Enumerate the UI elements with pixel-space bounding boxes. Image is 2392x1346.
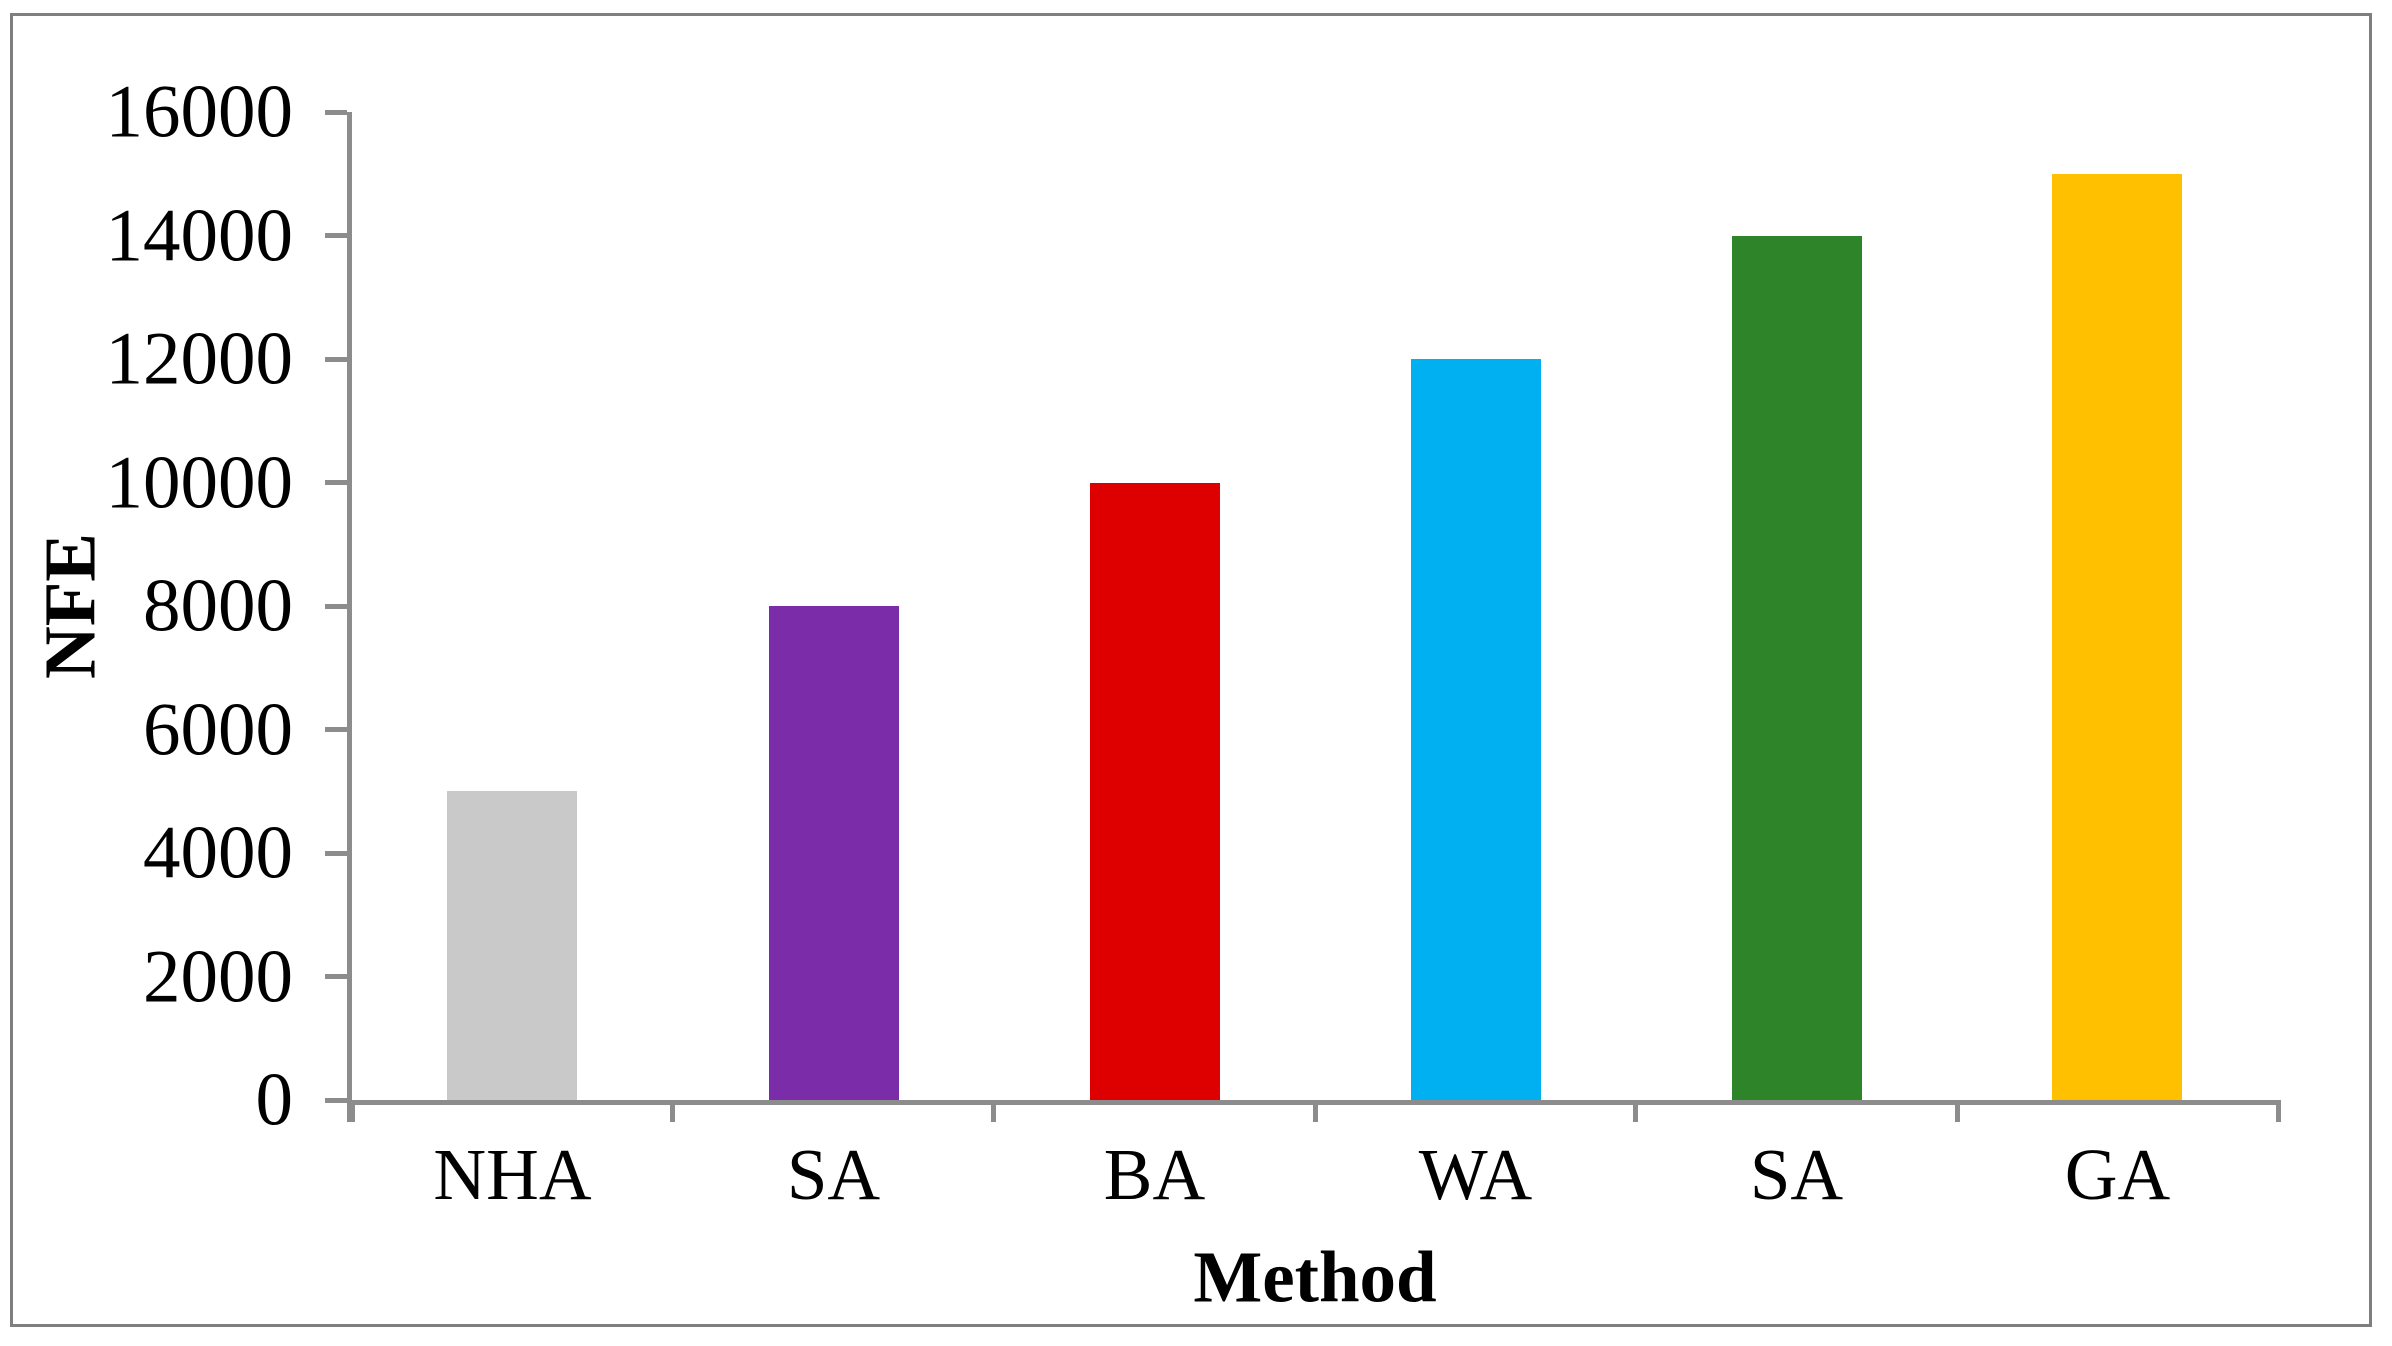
y-tick-label: 12000 [105,317,294,401]
y-tick-mark [325,727,347,732]
y-tick-mark [325,233,347,238]
y-tick-label: 8000 [143,564,293,648]
y-tick-label: 4000 [143,811,293,895]
x-tick-mark [1312,1100,1318,1122]
bar-wa [1410,359,1541,1100]
x-category-label: GA [2064,1134,2171,1215]
x-axis-title: Method [1193,1236,1437,1318]
y-axis-title: NFE [29,533,111,679]
x-tick-mark [991,1100,997,1122]
y-tick-mark [325,603,347,609]
y-tick-label: 10000 [105,441,294,524]
bar-ga [2052,173,2183,1100]
y-tick-mark [325,1097,347,1103]
x-tick-mark [670,1100,676,1122]
x-category-label: BA [1103,1134,1206,1215]
y-tick-label: 0 [255,1058,294,1142]
x-tick-mark [349,1100,355,1122]
x-category-label: SA [1749,1134,1844,1215]
bar-sa [1731,235,1862,1100]
y-tick-mark [325,109,347,115]
y-tick-label: 16000 [105,70,294,154]
x-category-label: WA [1418,1134,1533,1215]
bar-sa [768,606,899,1100]
y-tick-label: 6000 [143,688,293,771]
y-tick-label: 2000 [143,935,293,1018]
x-category-label: NHA [433,1134,592,1215]
bar-ba [1089,482,1220,1100]
x-tick-mark [1954,1100,1960,1122]
bar-nha [447,791,578,1100]
x-tick-mark [1633,1100,1639,1122]
y-tick-label: 14000 [105,194,294,277]
y-axis-line [347,112,352,1122]
x-category-label: SA [786,1134,881,1215]
y-tick-mark [325,850,347,856]
x-tick-mark [2275,1100,2281,1122]
y-tick-mark [325,356,347,362]
y-tick-mark [325,480,347,485]
y-tick-mark [325,974,347,979]
plot-area: 0 2000 4000 6000 8000 10000 12000 14000 16000 NHA… [106,75,2281,1211]
